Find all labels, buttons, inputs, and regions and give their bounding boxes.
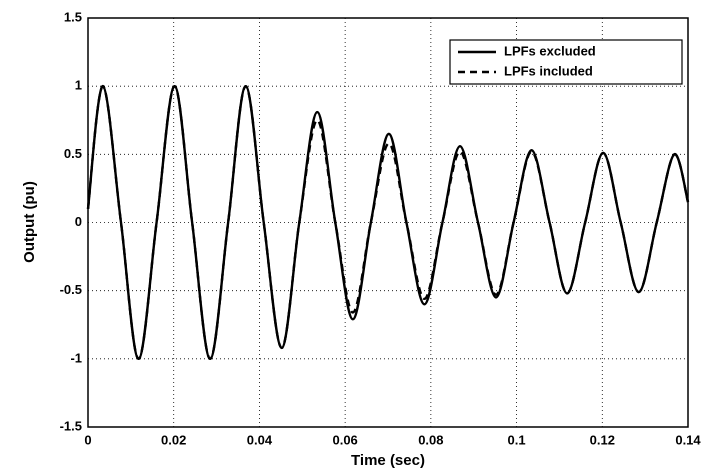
x-tick-label: 0.14 [675, 432, 701, 447]
legend-label: LPFs excluded [504, 43, 596, 58]
legend-box [449, 39, 683, 85]
x-tick-label: 0.1 [508, 432, 526, 447]
y-tick-label: -1.5 [60, 418, 82, 433]
x-tick-label: 0.08 [418, 432, 443, 447]
y-tick-label: 0 [75, 214, 82, 229]
x-tick-label: 0.06 [332, 432, 357, 447]
y-axis-label: Output (pu) [21, 181, 38, 263]
series-line [86, 84, 690, 361]
x-tick-label: 0.02 [161, 432, 186, 447]
plot-frame [87, 17, 689, 428]
y-tick-label: -0.5 [60, 282, 82, 297]
y-tick-label: 1.5 [64, 9, 82, 24]
y-tick-label: -1 [70, 350, 82, 365]
x-tick-label: 0.04 [247, 432, 273, 447]
y-tick-label: 0.5 [64, 146, 82, 161]
y-tick-label: 1 [75, 78, 82, 93]
x-tick-label: 0 [84, 432, 91, 447]
legend-label: LPFs included [504, 63, 593, 78]
x-tick-label: 0.12 [590, 432, 615, 447]
x-axis-label: Time (sec) [351, 452, 425, 469]
